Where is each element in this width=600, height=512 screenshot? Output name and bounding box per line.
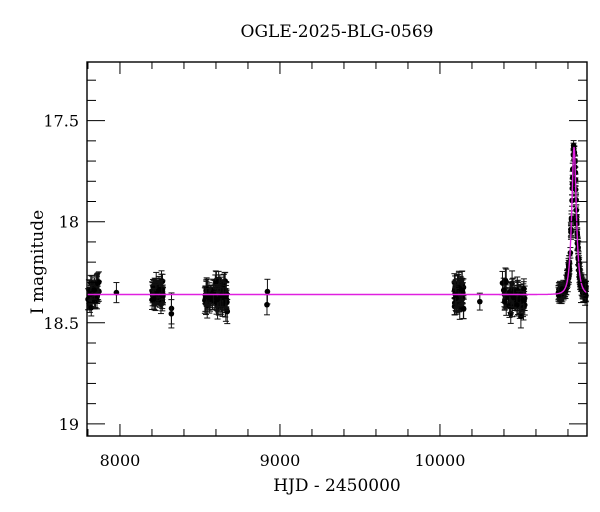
y-tick-label: 19 bbox=[59, 415, 79, 434]
data-point bbox=[210, 278, 217, 306]
chart-title: OGLE-2025-BLG-0569 bbox=[240, 22, 434, 42]
data-point bbox=[91, 280, 98, 300]
data-point bbox=[476, 292, 483, 311]
x-tick-label: 9000 bbox=[260, 451, 301, 470]
y-tick-label: 18 bbox=[59, 213, 79, 232]
x-tick-label: 10000 bbox=[415, 451, 466, 470]
data-point bbox=[95, 271, 102, 293]
plot-axes: 8000 9000 10000 17.5 18 18.5 19 bbox=[43, 62, 587, 470]
data-points bbox=[85, 140, 590, 329]
plot-frame bbox=[86, 61, 588, 437]
data-point bbox=[113, 282, 120, 304]
data-point bbox=[150, 287, 157, 310]
data-point bbox=[224, 299, 231, 325]
model-fit-curve bbox=[87, 146, 588, 296]
x-axis-label: HJD - 2450000 bbox=[273, 476, 401, 496]
y-tick-label: 18.5 bbox=[43, 314, 79, 333]
x-tick-label: 8000 bbox=[100, 451, 141, 470]
data-point bbox=[510, 287, 517, 308]
y-tick-label: 17.5 bbox=[43, 112, 79, 131]
data-point bbox=[263, 294, 270, 316]
data-point bbox=[168, 299, 175, 329]
data-point bbox=[500, 277, 507, 303]
data-point bbox=[214, 287, 221, 312]
